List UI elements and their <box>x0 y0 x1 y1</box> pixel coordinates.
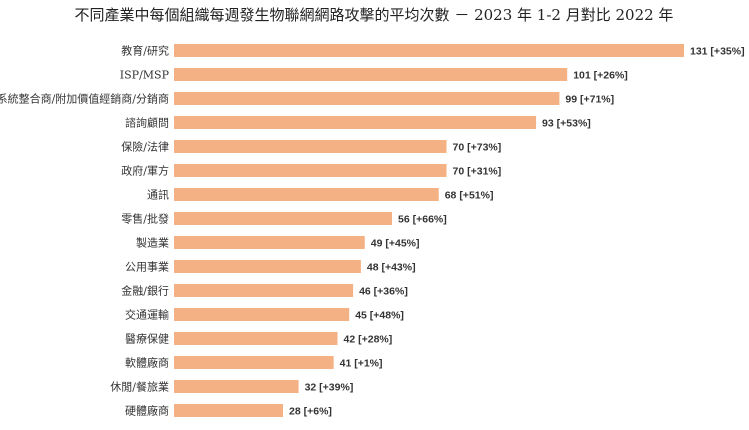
data-label: 49 [+45%] <box>371 238 420 250</box>
bar <box>174 116 537 129</box>
bar <box>174 284 354 297</box>
bar <box>174 92 560 105</box>
category-label: 零售/批發 <box>121 212 169 226</box>
bar <box>174 68 568 81</box>
bar <box>174 380 299 393</box>
data-label: 101 [+26%] <box>573 70 628 82</box>
category-label: 系統整合商/附加價值經銷商/分銷商 <box>0 92 169 106</box>
data-label: 131 [+35%] <box>690 46 745 58</box>
category-label: ISP/MSP <box>120 69 170 82</box>
category-label: 教育/研究 <box>121 44 169 58</box>
category-label: 休閒/餐旅業 <box>110 380 169 394</box>
category-label: 保險/法律 <box>121 140 169 154</box>
data-label: 45 [+48%] <box>355 310 404 322</box>
chart-title: 不同產業中每個組織每週發生物聯網網路攻擊的平均次數 － 2023 年 1-2 月… <box>75 6 674 24</box>
bar <box>174 212 393 225</box>
bar <box>174 332 338 345</box>
bar <box>174 404 284 417</box>
data-label: 48 [+43%] <box>367 262 416 274</box>
data-label: 93 [+53%] <box>542 118 591 130</box>
category-label: 醫療保健 <box>125 332 169 346</box>
data-label: 56 [+66%] <box>398 214 447 226</box>
category-label: 諮詢顧問 <box>125 116 169 130</box>
bar <box>174 260 361 273</box>
data-label: 70 [+31%] <box>453 166 502 178</box>
data-label: 46 [+36%] <box>359 286 408 298</box>
category-label: 政府/軍方 <box>121 164 169 178</box>
category-label: 通訊 <box>147 188 169 202</box>
category-label: 硬體廠商 <box>125 404 169 418</box>
category-label: 公用事業 <box>125 261 169 274</box>
category-label: 製造業 <box>136 236 169 250</box>
bar <box>174 236 365 249</box>
data-label: 99 [+71%] <box>565 94 614 106</box>
data-label: 42 [+28%] <box>344 334 393 346</box>
bar <box>174 188 439 201</box>
bar <box>174 356 334 369</box>
data-label: 32 [+39%] <box>305 382 354 394</box>
category-label: 金融/銀行 <box>121 284 169 298</box>
data-label: 41 [+1%] <box>340 358 383 370</box>
bar <box>174 44 684 57</box>
data-label: 68 [+51%] <box>445 190 494 202</box>
bar <box>174 140 447 153</box>
data-label: 28 [+6%] <box>289 406 332 418</box>
category-label: 軟體廠商 <box>125 356 169 370</box>
bars-group: 教育/研究 131 [+35%] ISP/MSP 101 [+26%] 系統整合商/附加… <box>0 44 745 418</box>
bar <box>174 308 350 321</box>
bar <box>174 164 447 177</box>
data-label: 70 [+73%] <box>453 142 502 154</box>
category-label: 交通運輸 <box>125 308 169 322</box>
